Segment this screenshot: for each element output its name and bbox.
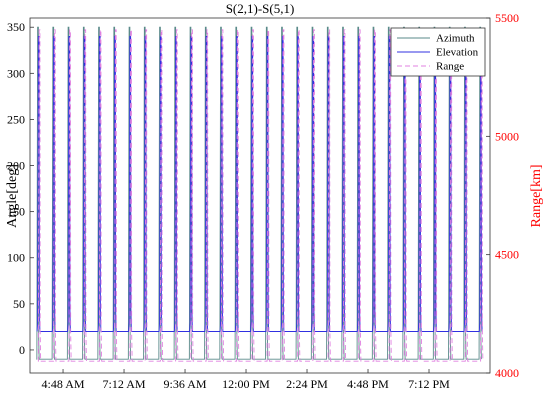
legend-label-range: Range [436,61,464,73]
y-left-tick-label: 100 [7,251,25,265]
y-right-tick-label: 4000 [495,366,519,380]
plot-frame [29,17,491,374]
chart-title: S(2,1)-S(5,1) [226,1,295,16]
y-axis-left-label: Angle[deg] [5,164,20,228]
y-left-tick-label: 350 [7,20,25,34]
left-axis: 0 50 100 150 200 250 300 350 [7,20,34,357]
legend: Azimuth Elevation Range [390,27,486,77]
series-line-range [37,29,484,362]
y-left-tick-label: 150 [7,205,25,219]
legend-label-azimuth: Azimuth [436,33,475,45]
x-tick-label: 4:48 AM [42,377,85,391]
y-right-tick-label: 4500 [495,248,519,262]
legend-label-elevation: Elevation [436,47,479,59]
y-left-tick-label: 200 [7,159,25,173]
series-line-azimuth [36,26,482,360]
x-tick-label: 7:12 AM [103,377,146,391]
y-left-tick-label: 300 [7,66,25,80]
x-tick-label: 4:48 PM [347,377,389,391]
y-right-tick-label: 5500 [495,11,519,25]
series-line-elevation [36,35,483,332]
right-axis: 4000 4500 5000 5500 [486,11,519,380]
series-group [36,26,484,362]
x-tick-label: 2:24 PM [286,377,328,391]
x-axis: 4:48 AM 7:12 AM 9:36 AM 12:00 PM 2:24 PM 4:48… [42,369,450,391]
y-right-tick-label: 5000 [495,129,519,143]
x-tick-label: 12:00 PM [222,377,270,391]
y-left-tick-label: 250 [7,112,25,126]
y-axis-right-label: Range[km] [529,165,544,228]
y-left-tick-label: 0 [19,343,25,357]
x-tick-label: 9:36 AM [164,377,207,391]
y-left-tick-label: 50 [13,297,25,311]
x-tick-label: 7:12 PM [408,377,450,391]
